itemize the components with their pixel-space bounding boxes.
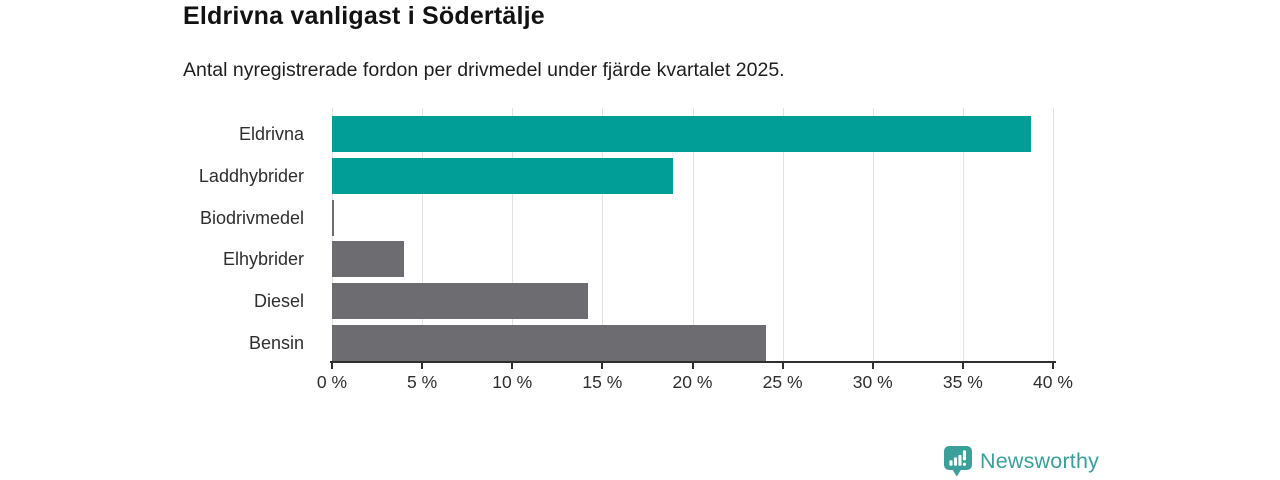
x-tick-label: 20 % — [672, 372, 713, 392]
category-label: Bensin — [248, 332, 304, 353]
x-axis-ticks — [331, 362, 1054, 370]
x-tick-label: 5 % — [407, 372, 438, 392]
x-tick-labels: 0 % 5 % 10 % 15 % 20 % 25 % 30 % 35 % 40 % — [317, 372, 1073, 396]
x-tick — [331, 362, 333, 369]
category-label: Diesel — [253, 290, 304, 311]
x-tick-label: 0 % — [316, 372, 348, 392]
gridline — [1053, 108, 1054, 362]
category-label: Laddhybrider — [198, 165, 304, 186]
x-tick — [421, 362, 424, 369]
bar-eldrivna — [332, 116, 1032, 152]
gridline — [512, 108, 514, 362]
x-tick-label: 30 % — [852, 372, 893, 392]
gridline — [602, 108, 604, 362]
chart-subtitle: Antal nyregistrerade fordon per drivmede… — [183, 59, 785, 81]
x-tick-label: 10 % — [492, 372, 533, 392]
category-labels: Eldrivna Laddhybrider Biodrivmedel Elhybrid… — [60, 108, 318, 362]
category-label: Biodrivmedel — [199, 207, 304, 228]
x-tick — [781, 362, 784, 369]
bar-laddhybrider — [332, 158, 673, 194]
x-tick — [1052, 362, 1054, 369]
x-tick — [961, 362, 964, 369]
x-tick — [511, 362, 514, 369]
category-label: Eldrivna — [238, 123, 304, 144]
bar-chart-pin-icon — [944, 446, 972, 477]
x-tick-label: 15 % — [582, 372, 623, 392]
x-tick — [691, 362, 694, 369]
bar-bensin — [332, 325, 767, 361]
x-tick-label: 35 % — [942, 372, 983, 392]
x-tick — [601, 362, 604, 369]
bar-elhybrider — [332, 241, 405, 277]
bar-biodrivmedel — [332, 200, 334, 236]
gridline — [782, 108, 784, 362]
pin-shape — [944, 446, 972, 477]
x-tick-label: 25 % — [762, 372, 803, 392]
plot-area — [332, 108, 1054, 362]
gridline — [422, 108, 424, 362]
x-tick — [871, 362, 874, 369]
category-label: Elhybrider — [222, 248, 304, 269]
newsworthy-logo: Newsworthy — [944, 446, 1099, 477]
logo-text: Newsworthy — [980, 449, 1100, 473]
gridline — [872, 108, 874, 362]
gridline — [692, 108, 694, 362]
bar-diesel — [332, 283, 588, 319]
chart-title: Eldrivna vanligast i Södertälje — [183, 2, 545, 30]
gridline — [962, 108, 964, 362]
x-tick-label: 40 % — [1033, 372, 1073, 392]
